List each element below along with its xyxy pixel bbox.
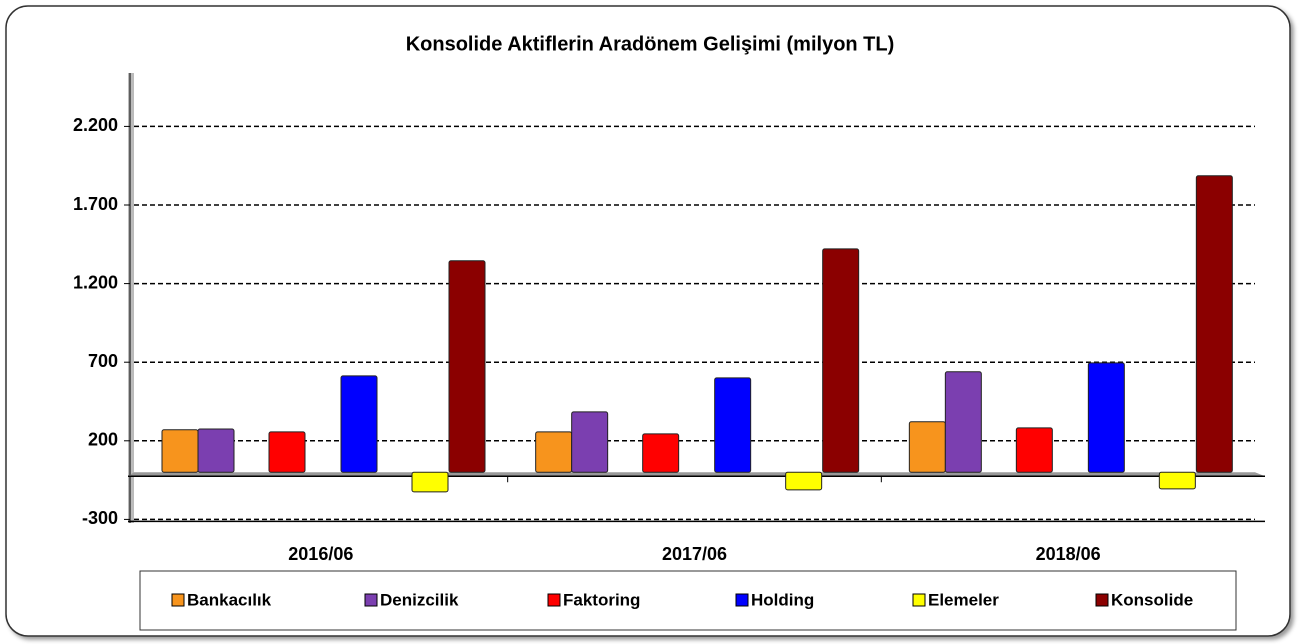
y-tick-label: 700 [88, 351, 118, 371]
bar [785, 471, 823, 491]
bar [642, 433, 680, 473]
bar [268, 431, 306, 473]
bar [1087, 362, 1125, 473]
bar [411, 471, 449, 493]
legend-label: Faktoring [563, 590, 640, 609]
bar [1195, 175, 1233, 473]
y-axis-wall [128, 73, 134, 523]
y-tick-label: 1.700 [73, 194, 118, 214]
legend-label: Konsolide [1111, 590, 1193, 609]
x-tick-label: 2018/06 [1036, 544, 1101, 564]
legend-label: Bankacılık [187, 590, 272, 609]
bar [448, 260, 486, 473]
legend-swatch [912, 593, 926, 607]
y-tick-label: -300 [82, 508, 118, 528]
y-tick-label: 1.200 [73, 272, 118, 292]
bar [944, 371, 982, 473]
bar [571, 411, 609, 473]
bar [822, 248, 860, 473]
bar [1015, 427, 1053, 473]
legend-label: Holding [751, 590, 814, 609]
chart-frame [5, 5, 1291, 637]
legend-swatch [364, 593, 378, 607]
legend-swatch [547, 593, 561, 607]
bar [197, 428, 235, 473]
x-tick-label: 2016/06 [288, 544, 353, 564]
bar [1158, 471, 1196, 490]
legend-box [139, 570, 1237, 631]
legend-swatch [735, 593, 749, 607]
bar [714, 377, 752, 473]
legend-label: Elemeler [928, 590, 999, 609]
chart-title: Konsolide Aktiflerin Aradönem Gelişimi (… [406, 33, 895, 55]
bar [908, 421, 946, 473]
bar [161, 429, 199, 473]
y-tick-label: 200 [88, 430, 118, 450]
legend-label: Denizcilik [380, 590, 459, 609]
x-tick-label: 2017/06 [662, 544, 727, 564]
legend-swatch [1095, 593, 1109, 607]
bar [340, 375, 378, 473]
legend-swatch [171, 593, 185, 607]
bar [535, 431, 573, 473]
y-tick-label: 2.200 [73, 115, 118, 135]
